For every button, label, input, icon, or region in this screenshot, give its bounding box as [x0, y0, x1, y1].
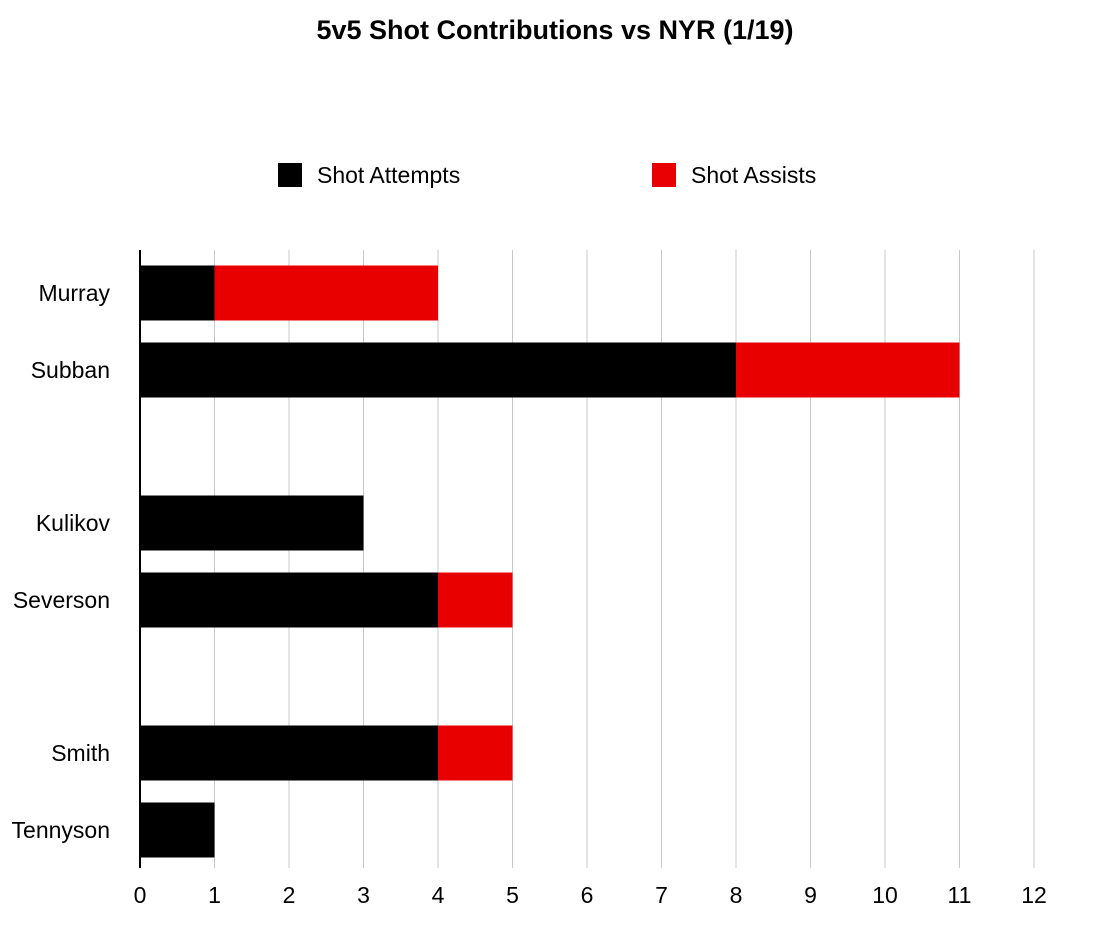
category-label: Subban [31, 357, 110, 383]
bar-smith-shot-attempts [140, 725, 438, 781]
x-tick-label: 12 [1021, 882, 1047, 908]
x-tick-label: 2 [283, 882, 296, 908]
legend-label: Shot Assists [691, 162, 816, 188]
category-label: Smith [51, 740, 110, 766]
x-tick-label: 3 [357, 882, 370, 908]
bar-tennyson-shot-attempts [140, 802, 215, 858]
x-tick-label: 11 [948, 882, 972, 908]
bar-subban-shot-attempts [140, 342, 736, 398]
bar-kulikov-shot-attempts [140, 495, 364, 551]
category-label: Severson [13, 587, 110, 613]
bar-subban-shot-assists [736, 342, 960, 398]
legend-label: Shot Attempts [317, 162, 460, 188]
x-tick-label: 1 [208, 882, 221, 908]
x-tick-label: 10 [872, 882, 898, 908]
x-tick-label: 9 [804, 882, 817, 908]
x-tick-label: 8 [730, 882, 743, 908]
x-tick-label: 5 [506, 882, 519, 908]
chart-title: 5v5 Shot Contributions vs NYR (1/19) [316, 15, 793, 45]
bar-murray-shot-attempts [140, 265, 215, 321]
legend-swatch-shot-attempts [278, 163, 302, 187]
category-label: Kulikov [36, 510, 111, 536]
x-tick-label: 4 [432, 882, 445, 908]
category-label: Murray [38, 280, 110, 306]
bars [140, 265, 960, 858]
bar-severson-shot-assists [438, 572, 513, 628]
category-label: Tennyson [12, 817, 110, 843]
legend: Shot Attempts Shot Assists [278, 162, 816, 188]
x-axis-ticks: 0 1 2 3 4 5 6 7 8 9 10 11 12 [134, 882, 1047, 908]
bar-murray-shot-assists [214, 265, 438, 321]
x-tick-label: 7 [655, 882, 668, 908]
x-tick-label: 0 [134, 882, 147, 908]
x-tick-label: 6 [581, 882, 594, 908]
category-labels: Murray Subban Kulikov Severson Smith Tennyson [12, 280, 111, 843]
legend-swatch-shot-assists [652, 163, 676, 187]
bar-severson-shot-attempts [140, 572, 438, 628]
bar-smith-shot-assists [438, 725, 513, 781]
